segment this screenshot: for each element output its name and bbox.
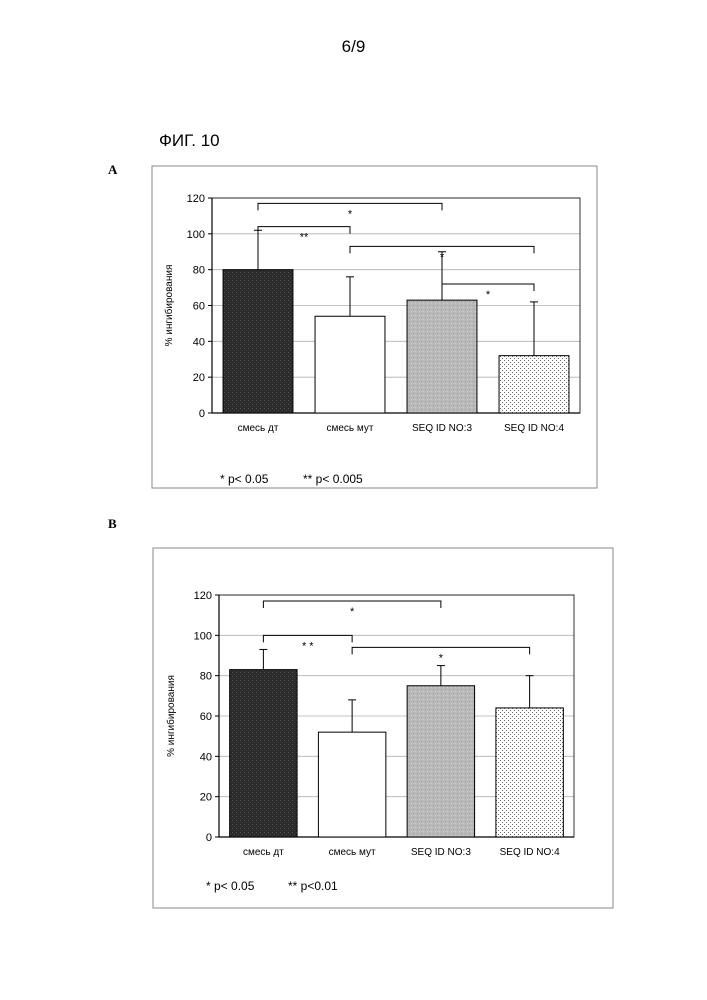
- significance-mark: *: [348, 208, 353, 220]
- significance-bracket: [263, 601, 441, 608]
- y-tick-label: 20: [200, 792, 212, 804]
- y-tick-label: 80: [200, 671, 212, 683]
- y-tick-label: 120: [187, 193, 205, 205]
- panel-label-a: A: [108, 162, 117, 178]
- category-label-4: SEQ ID NO:4: [500, 847, 560, 858]
- significance-mark: *: [350, 606, 355, 618]
- category-label-4: SEQ ID NO:4: [504, 423, 564, 434]
- footnote-double-star: ** p< 0.005: [303, 472, 363, 486]
- y-tick-label: 60: [200, 711, 212, 723]
- category-label-2: смесь мут: [327, 423, 374, 434]
- figure-title: ФИГ. 10: [159, 131, 220, 151]
- y-tick-label: 100: [187, 229, 205, 241]
- bar-4: [496, 708, 563, 837]
- category-label-3: SEQ ID NO:3: [412, 423, 472, 434]
- y-tick-label: 40: [200, 751, 212, 763]
- panel-label-b: B: [108, 516, 117, 532]
- significance-mark: *: [440, 251, 445, 263]
- significance-bracket: [442, 284, 534, 291]
- significance-bracket: [258, 203, 442, 210]
- footnote-single-star: * p< 0.05: [220, 472, 269, 486]
- significance-bracket: [258, 227, 350, 234]
- bar-2: [318, 732, 385, 837]
- category-label-1: смесь дт: [238, 423, 279, 434]
- category-label-1: смесь дт: [243, 847, 284, 858]
- significance-mark: * *: [302, 640, 314, 652]
- plot-area: [219, 595, 574, 837]
- y-tick-label: 80: [193, 265, 205, 277]
- significance-bracket: [350, 246, 534, 253]
- y-tick-label: 0: [206, 832, 212, 844]
- y-tick-label: 20: [193, 372, 205, 384]
- significance-mark: **: [300, 232, 309, 244]
- bar-3: [407, 300, 477, 413]
- significance-mark: *: [486, 289, 491, 301]
- y-tick-label: 0: [199, 408, 205, 420]
- y-axis-label: % ингибирования: [165, 675, 177, 757]
- plot-area: [212, 198, 580, 413]
- category-label-2: смесь мут: [329, 847, 376, 858]
- bar-1: [230, 670, 297, 837]
- bar-1: [223, 270, 293, 413]
- page-number: 6/9: [0, 37, 707, 57]
- y-tick-label: 120: [194, 590, 212, 602]
- y-axis-label: % ингибирования: [163, 265, 175, 347]
- y-tick-label: 100: [194, 630, 212, 642]
- category-label-3: SEQ ID NO:3: [411, 847, 471, 858]
- bar-2: [315, 316, 385, 413]
- footnote-single-star: * p< 0.05: [206, 879, 255, 893]
- y-tick-label: 40: [193, 336, 205, 348]
- chart-frame: [153, 548, 613, 908]
- chart-frame: [152, 166, 597, 488]
- significance-mark: *: [439, 652, 444, 664]
- footnote-double-star: ** p<0.01: [288, 879, 338, 893]
- bar-4: [499, 356, 569, 413]
- significance-bracket: [263, 635, 352, 642]
- y-tick-label: 60: [193, 301, 205, 313]
- significance-bracket: [352, 647, 530, 654]
- bar-3: [407, 686, 474, 837]
